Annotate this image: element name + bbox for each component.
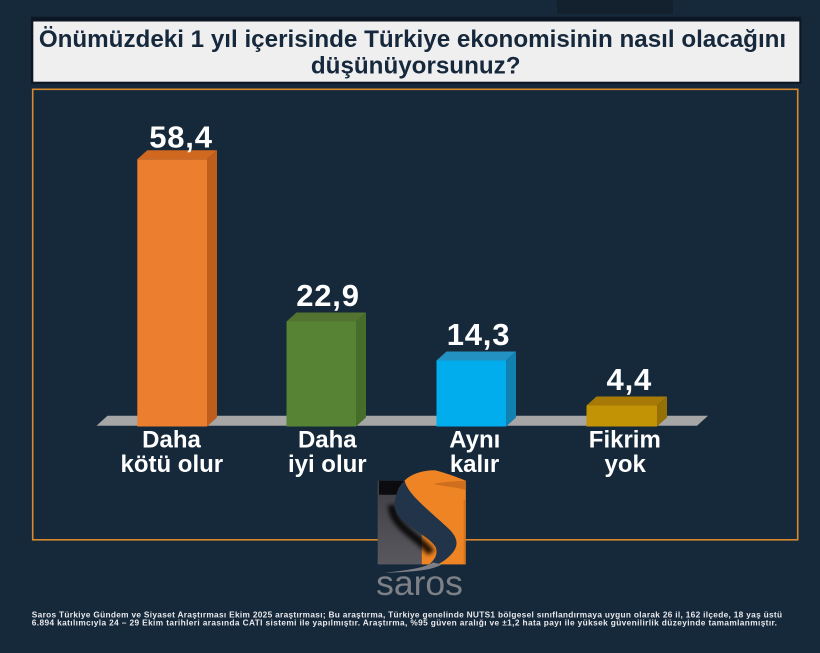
svg-text:14,3: 14,3 (447, 317, 511, 352)
svg-text:22,9: 22,9 (296, 278, 360, 313)
svg-text:58,4: 58,4 (149, 119, 213, 154)
svg-text:saros: saros (376, 563, 463, 603)
svg-text:4,4: 4,4 (607, 362, 653, 397)
svg-text:Önümüzdeki 1 yıl içerisinde Tü: Önümüzdeki 1 yıl içerisinde Türkiye ekon… (39, 26, 786, 53)
svg-text:kötü olur: kötü olur (120, 451, 223, 478)
svg-text:Daha: Daha (298, 427, 357, 454)
svg-text:Fikrim: Fikrim (589, 427, 661, 454)
svg-text:Saros Türkiye Gündem ve Siyase: Saros Türkiye Gündem ve Siyaset Araştırm… (32, 610, 783, 620)
svg-text:Daha: Daha (142, 427, 201, 454)
svg-text:Aynı: Aynı (449, 427, 500, 454)
svg-text:düşünüyorsunuz?: düşünüyorsunuz? (311, 52, 521, 79)
svg-text:6.894 katılımcıyla 24 – 29 Eki: 6.894 katılımcıyla 24 – 29 Ekim tarihler… (32, 618, 778, 628)
svg-text:yok: yok (605, 451, 647, 478)
svg-text:kalır: kalır (450, 451, 499, 478)
svg-text:iyi olur: iyi olur (288, 451, 367, 478)
